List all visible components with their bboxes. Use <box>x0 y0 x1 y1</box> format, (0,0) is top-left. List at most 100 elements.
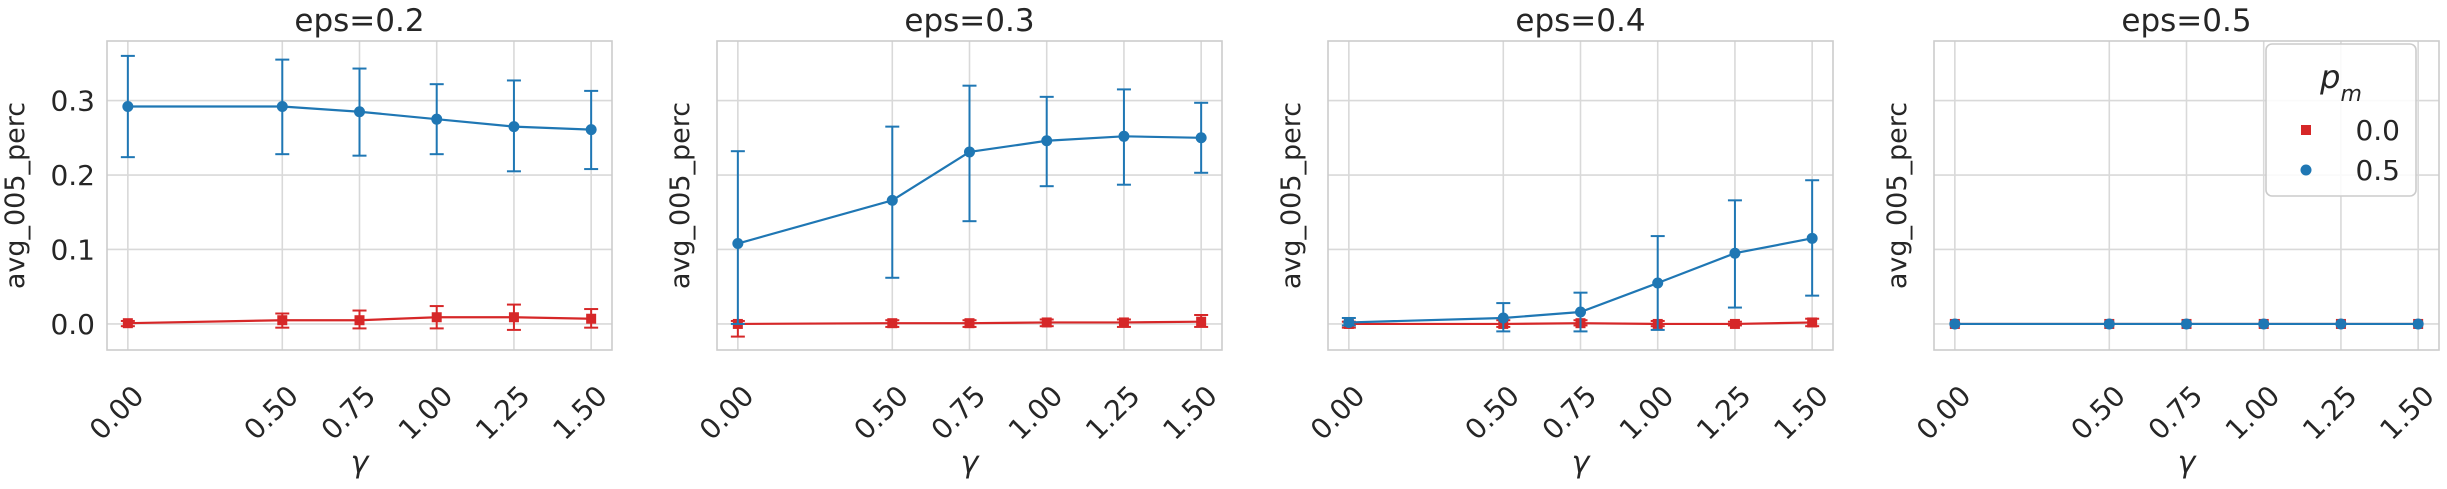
legend-label: 0.0 <box>2355 114 2400 147</box>
x-tick-label: 0.75 <box>1536 379 1603 446</box>
x-tick-label: 1.25 <box>1690 379 1757 446</box>
x-tick-label: 1.50 <box>2373 379 2440 446</box>
data-point-square <box>1118 317 1129 328</box>
legend-marker-circle <box>2300 164 2312 176</box>
subplot-title: eps=0.2 <box>294 3 424 39</box>
series-line <box>127 105 592 131</box>
data-point-circle <box>276 101 288 113</box>
data-point-circle <box>1806 232 1818 244</box>
data-point-circle <box>1575 306 1586 318</box>
legend-box <box>2265 43 2417 197</box>
x-tick-label: 1.00 <box>1002 379 1069 446</box>
data-point-circle <box>585 124 597 136</box>
series-line <box>737 320 1202 326</box>
series-0-5 <box>120 54 599 173</box>
series-line <box>1348 321 1813 326</box>
y-axis-label: avg_005_perc <box>0 102 31 289</box>
x-tick-label: 1.00 <box>392 379 459 446</box>
x-tick-label: 0.50 <box>237 379 304 446</box>
data-point-circle <box>886 194 898 206</box>
data-point-square <box>964 318 975 329</box>
subplot-title: eps=0.4 <box>1515 3 1645 39</box>
x-axis-label: γ <box>961 445 981 480</box>
x-tick-label: 0.00 <box>83 379 150 446</box>
axes-frame <box>1327 40 1834 351</box>
y-tick-label: 0.3 <box>50 85 95 118</box>
legend-label: 0.5 <box>2355 154 2400 187</box>
subplot-1: eps=0.2 0.0 0.1 0.2 0.3 avg_005_perc 0.00 0.50 0… <box>0 3 614 480</box>
data-point-square <box>1196 316 1207 327</box>
legend-title-subscript: m <box>2340 82 2361 107</box>
data-point-circle <box>1041 135 1053 147</box>
legend-marker-square <box>2301 125 2311 135</box>
y-tick-label: 0.0 <box>50 308 95 341</box>
data-point-square <box>586 313 597 324</box>
data-point-circle <box>354 106 365 118</box>
axes-frame <box>106 40 613 351</box>
data-point-square <box>887 318 898 329</box>
series-0-5 <box>730 84 1209 325</box>
series-line <box>127 316 592 325</box>
data-point-circle <box>1652 277 1664 289</box>
data-point-circle <box>1118 130 1130 142</box>
data-point-circle <box>964 146 975 158</box>
x-axis-label: γ <box>1572 445 1592 480</box>
x-tick-label: 0.75 <box>2142 379 2209 446</box>
x-tick-label: 0.50 <box>1458 379 1525 446</box>
x-tick-label: 0.00 <box>1910 379 1977 446</box>
series-line <box>737 135 1202 245</box>
subplot-title: eps=0.5 <box>2121 3 2251 39</box>
x-tick-label: 0.50 <box>847 379 914 446</box>
x-tick-label: 0.75 <box>315 379 382 446</box>
series-0-0 <box>120 303 599 331</box>
legend: pm0.00.5 <box>2265 43 2417 197</box>
data-point-circle <box>431 113 443 125</box>
data-point-square <box>1807 317 1818 328</box>
data-point-square <box>354 315 365 326</box>
series-line <box>1348 237 1813 324</box>
x-tick-label: 1.00 <box>2219 379 2286 446</box>
data-point-circle <box>1729 247 1741 259</box>
subplot-3: eps=0.4 avg_005_perc 0.00 0.50 0.75 1.00 1.25 1… <box>1276 3 1835 480</box>
x-tick-label: 0.00 <box>693 379 760 446</box>
data-point-square <box>277 315 288 326</box>
data-point-circle <box>1195 132 1207 144</box>
y-tick-label: 0.1 <box>50 233 95 266</box>
data-point-circle <box>1343 316 1355 328</box>
data-point-circle <box>1497 312 1509 324</box>
x-tick-label: 0.50 <box>2064 379 2131 446</box>
x-axis-label: γ <box>351 445 371 480</box>
data-point-circle <box>122 101 134 113</box>
data-point-circle <box>2181 318 2192 330</box>
x-tick-label: 1.50 <box>1767 379 1834 446</box>
data-point-circle <box>2103 318 2115 330</box>
y-axis-label: avg_005_perc <box>1276 102 1307 289</box>
x-tick-label: 1.50 <box>546 379 613 446</box>
x-tick-label: 0.00 <box>1304 379 1371 446</box>
axes-frame <box>716 40 1223 351</box>
data-point-square <box>122 318 133 329</box>
data-point-square <box>1729 318 1740 329</box>
subplot-4: eps=0.5 avg_005_perc 0.00 0.50 0.75 1.00 1.25 1… <box>1882 3 2441 480</box>
data-point-circle <box>2335 318 2347 330</box>
x-axis-label: γ <box>2178 445 2198 480</box>
axes-frame <box>1933 40 2440 351</box>
series-0-5 <box>1341 179 1820 333</box>
x-tick-label: 1.25 <box>1079 379 1146 446</box>
x-tick-label: 1.25 <box>2296 379 2363 446</box>
data-point-square <box>508 312 519 323</box>
y-axis-label: avg_005_perc <box>665 102 696 289</box>
subplot-title: eps=0.3 <box>904 3 1034 39</box>
data-point-circle <box>732 238 744 250</box>
data-point-circle <box>2258 318 2270 330</box>
data-point-square <box>1041 317 1052 328</box>
x-tick-label: 1.50 <box>1156 379 1223 446</box>
subplot-2: eps=0.3 avg_005_perc 0.00 0.50 0.75 1.00 1.25 1… <box>665 3 1224 480</box>
data-point-circle <box>1949 318 1961 330</box>
x-tick-label: 0.75 <box>925 379 992 446</box>
data-point-circle <box>508 121 520 133</box>
data-point-square <box>431 312 442 323</box>
y-axis-label: avg_005_perc <box>1882 102 1913 289</box>
series-0-5 <box>1949 318 2424 330</box>
